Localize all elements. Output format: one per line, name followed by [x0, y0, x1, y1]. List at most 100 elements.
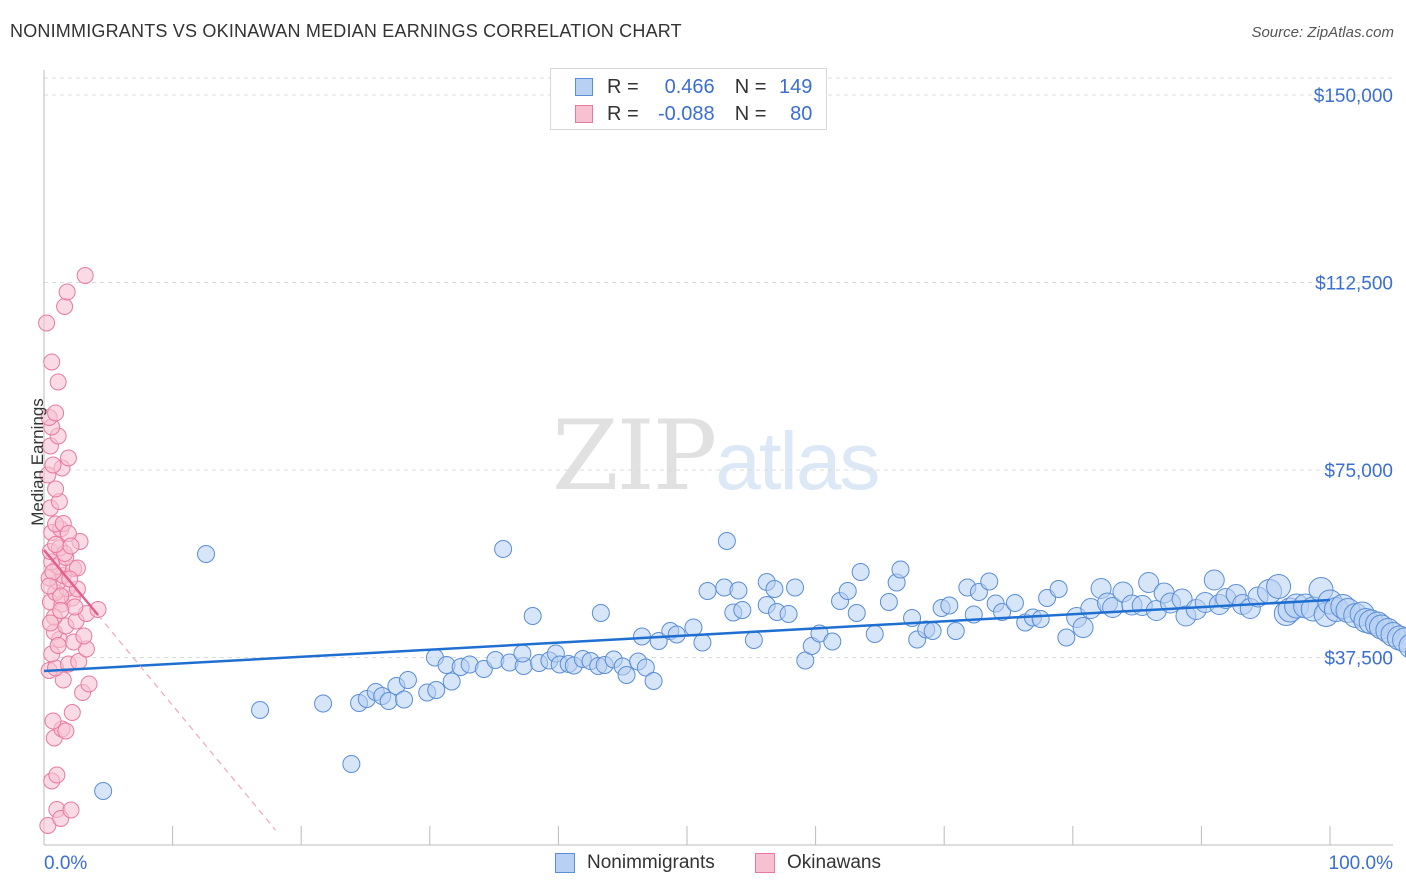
nonimmigrants-point — [851, 563, 870, 581]
okinawans-point — [48, 766, 66, 784]
nonimmigrants-point — [923, 622, 942, 640]
y-tick-label: $37,500 — [1324, 649, 1393, 670]
nonimmigrants-point — [698, 582, 717, 600]
nonimmigrants-point — [513, 644, 532, 663]
okinawans-point — [66, 598, 84, 616]
series-label: Okinawans — [787, 852, 881, 873]
nonimmigrants-point — [94, 782, 113, 800]
nonimmigrants-point — [980, 572, 999, 591]
nonimmigrants-point — [442, 672, 461, 691]
nonimmigrants-point — [823, 632, 842, 651]
okinawans-point — [40, 577, 58, 595]
nonimmigrants-point — [786, 578, 805, 597]
stats-legend: R = 0.466 N = 149 R = -0.088 N = 80 — [550, 68, 827, 130]
nonimmigrants-point — [523, 607, 542, 625]
okinawans-trendline-extension — [97, 614, 276, 831]
nonimmigrants-point — [398, 671, 417, 689]
okinawans-point — [76, 267, 94, 284]
nonimmigrants-point — [342, 755, 361, 773]
legend-swatch-pink — [575, 105, 593, 123]
x-tick-label-min: 0.0% — [44, 853, 87, 874]
x-tick-label-max: 100.0% — [1329, 853, 1394, 874]
y-axis-label: Median Earnings — [28, 398, 47, 526]
okinawans-point — [41, 614, 59, 632]
nonimmigrants-point — [1049, 580, 1068, 598]
nonimmigrants-point — [1398, 634, 1406, 658]
series-legend-nonimmigrants[interactable]: Nonimmigrants — [555, 852, 715, 874]
nonimmigrants-point — [644, 672, 663, 690]
legend-r-value: -0.088 — [657, 102, 715, 125]
nonimmigrants-point — [494, 540, 513, 558]
legend-row-okinawans: R = -0.088 N = 80 — [575, 101, 812, 127]
okinawans-point — [39, 817, 57, 834]
nonimmigrants-point — [1138, 572, 1160, 593]
nonimmigrants-point — [1031, 610, 1050, 628]
nonimmigrants-point — [879, 593, 898, 611]
legend-r-label: R = — [607, 102, 639, 125]
series-legend-okinawans[interactable]: Okinawans — [755, 852, 881, 874]
nonimmigrants-point — [847, 604, 866, 622]
watermark: ZIPatlas — [552, 400, 880, 512]
nonimmigrants-point — [765, 580, 784, 598]
legend-row-nonimmigrants: R = 0.466 N = 149 — [575, 74, 812, 100]
y-tick-label: $112,500 — [1315, 274, 1393, 295]
nonimmigrants-point — [779, 605, 798, 623]
nonimmigrants-point — [729, 581, 748, 600]
watermark-zip: ZIP — [552, 400, 717, 512]
legend-n-value: 149 — [779, 75, 813, 98]
legend-n-label: N = — [734, 75, 767, 98]
nonimmigrants-trendline — [43, 598, 1331, 673]
okinawans-point — [54, 671, 72, 689]
okinawans-point — [57, 722, 75, 740]
nonimmigrants-point — [1266, 574, 1292, 599]
okinawans-points — [38, 267, 107, 834]
nonimmigrants-point — [744, 631, 763, 649]
okinawans-point — [62, 537, 80, 555]
nonimmigrants-point — [379, 692, 398, 710]
nonimmigrants-point — [395, 690, 414, 709]
nonimmigrants-point — [733, 601, 752, 619]
nonimmigrants-point — [251, 701, 270, 719]
nonimmigrants-point — [636, 658, 655, 677]
series-swatch-blue — [555, 853, 575, 873]
okinawans-point — [47, 480, 65, 498]
okinawans-point — [62, 801, 80, 819]
nonimmigrants-point — [993, 603, 1012, 621]
tick-label-layer: $37,500 $75,000 $112,500 $150,000 0.0% 100.0% — [44, 86, 1393, 874]
watermark-atlas: atlas — [715, 416, 880, 507]
okinawans-point — [49, 373, 67, 391]
nonimmigrants-point — [617, 666, 636, 684]
nonimmigrants-points — [94, 532, 1406, 800]
nonimmigrants-point — [314, 694, 333, 713]
okinawans-point — [38, 314, 56, 332]
nonimmigrants-point — [1057, 628, 1076, 647]
okinawans-point — [75, 627, 93, 645]
series-label: Nonimmigrants — [587, 852, 715, 873]
nonimmigrants-point — [427, 681, 446, 699]
nonimmigrants-point — [838, 582, 857, 600]
okinawans-point — [89, 601, 107, 618]
legend-swatch-blue — [575, 78, 593, 96]
nonimmigrants-point — [1203, 569, 1225, 591]
y-tick-label: $75,000 — [1324, 461, 1393, 482]
okinawans-point — [58, 283, 76, 301]
trend-layer — [43, 549, 1331, 831]
okinawans-point — [47, 404, 65, 422]
nonimmigrants-point — [717, 532, 736, 550]
okinawans-point — [44, 456, 62, 474]
nonimmigrants-point — [865, 625, 884, 643]
okinawans-point — [56, 298, 74, 315]
nonimmigrants-point — [1072, 617, 1094, 638]
legend-n-value: 80 — [790, 102, 813, 125]
legend-r-value: 0.466 — [664, 75, 715, 98]
okinawans-point — [44, 712, 62, 730]
okinawans-point — [80, 675, 98, 693]
grid-layer — [44, 77, 1393, 658]
okinawans-point — [49, 637, 67, 654]
nonimmigrants-point — [1005, 594, 1024, 612]
series-legend: Nonimmigrants Okinawans — [0, 852, 1406, 878]
axis-layer — [43, 70, 1393, 846]
okinawans-point — [59, 449, 77, 467]
legend-n-label: N = — [734, 102, 767, 125]
